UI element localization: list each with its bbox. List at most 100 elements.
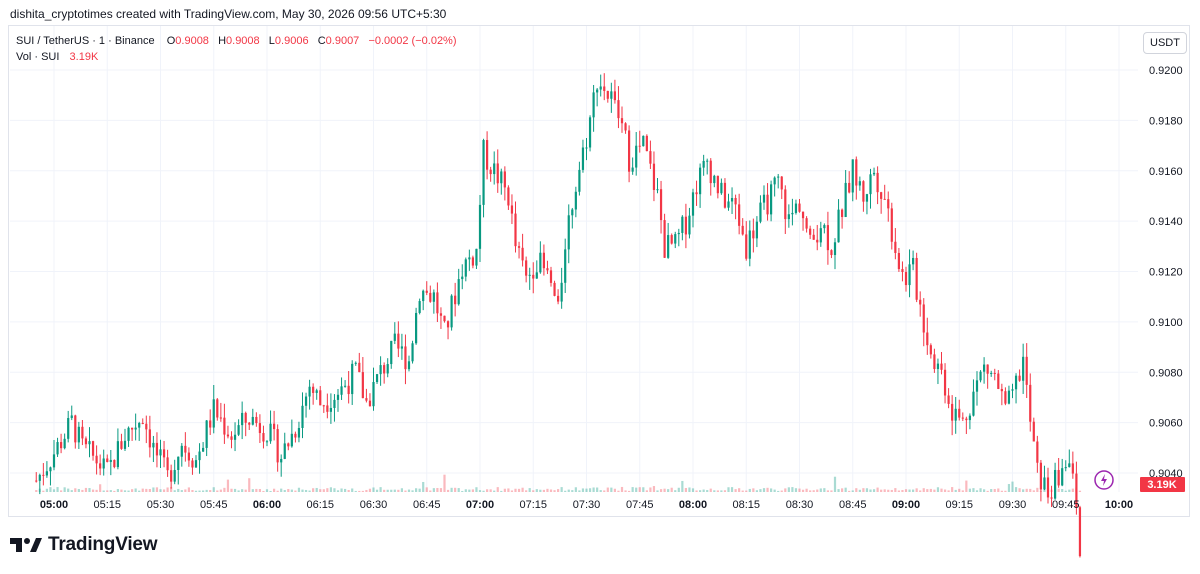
volume-bar	[116, 489, 120, 492]
candle-body	[67, 418, 70, 439]
volume-bar	[358, 490, 361, 492]
candle-body	[769, 184, 773, 215]
volume-bar	[972, 488, 975, 492]
candle-body	[450, 295, 453, 328]
volume-bar	[532, 490, 535, 492]
volume-bar	[674, 490, 677, 492]
candle-body	[397, 333, 400, 349]
volume-label[interactable]: Vol · SUI	[16, 51, 60, 63]
volume-bar	[233, 488, 237, 492]
candle-body	[1046, 477, 1050, 498]
candle-body	[361, 372, 364, 399]
volume-bar	[70, 490, 73, 492]
volume-bar	[826, 490, 830, 492]
candle-body	[993, 372, 996, 374]
candle-body	[727, 201, 730, 208]
volume-bar	[823, 488, 826, 492]
candle-body	[975, 380, 979, 392]
candle-body	[347, 385, 350, 395]
volume-bar	[429, 490, 432, 492]
candle-body	[535, 272, 538, 279]
volume-bar	[890, 489, 893, 492]
candle-body	[106, 458, 109, 463]
candle-body	[1025, 356, 1028, 385]
volume-bar	[1061, 489, 1064, 492]
candle-body	[38, 474, 41, 481]
volume-bar	[539, 489, 542, 492]
candle-body	[890, 208, 893, 242]
candle-body	[777, 176, 780, 178]
grid-lines	[10, 26, 1138, 492]
volume-bar	[965, 480, 968, 492]
candle-body	[155, 442, 159, 456]
candle-body	[464, 259, 467, 277]
candle-body	[592, 92, 595, 118]
volume-bar	[297, 487, 301, 492]
volume-bar	[851, 490, 854, 492]
candle-body	[315, 390, 318, 393]
candle-body	[826, 225, 830, 251]
currency-button[interactable]: USDT	[1143, 32, 1187, 54]
candle-body	[368, 400, 372, 407]
volume-bar	[248, 478, 251, 492]
symbol-label[interactable]: SUI / TetherUS · 1 · Binance	[16, 35, 155, 47]
candle-body	[386, 364, 389, 374]
volume-bar	[265, 489, 269, 492]
candle-body	[319, 390, 322, 406]
candle-body	[588, 117, 592, 148]
volume-bar	[482, 490, 485, 492]
candle-body	[578, 169, 581, 192]
candle-body	[496, 163, 499, 184]
candle-body	[170, 470, 173, 482]
candle-body	[876, 172, 879, 193]
candle-body	[485, 140, 489, 170]
candle-body	[70, 415, 73, 419]
candle-body	[933, 354, 936, 370]
last-volume-badge	[1140, 477, 1185, 492]
candle-body	[1068, 463, 1071, 468]
candle-body	[1050, 497, 1053, 499]
volume-bar	[549, 489, 553, 492]
candle-body	[1043, 477, 1046, 490]
volume-bar	[88, 488, 91, 492]
candle-body	[919, 299, 922, 305]
candle-body	[134, 427, 137, 430]
volume-bar	[155, 487, 159, 492]
volume-bar	[837, 489, 840, 492]
candle-body	[862, 181, 865, 202]
time-tick-label: 05:45	[200, 499, 228, 511]
candle-body	[478, 204, 482, 249]
candle-body	[809, 228, 812, 235]
candle-body	[695, 192, 698, 195]
candle-body	[422, 290, 425, 302]
volume-bar	[372, 487, 375, 492]
candle-body	[191, 460, 194, 468]
candle-body	[212, 399, 215, 428]
candle-body	[123, 440, 127, 449]
volume-bar	[322, 489, 325, 492]
volume-bar	[272, 488, 276, 492]
volume-bar	[819, 488, 822, 492]
candle-body	[684, 216, 688, 235]
low-value: 0.9006	[274, 35, 309, 47]
volume-bar	[173, 490, 176, 492]
candle-body	[304, 396, 308, 406]
volume-bar	[404, 490, 407, 492]
volume-bar	[791, 487, 794, 492]
volume-bar	[1000, 490, 1003, 492]
candle-body	[762, 194, 766, 203]
volume-bar	[581, 488, 585, 492]
candle-body	[237, 425, 240, 435]
candle-body	[674, 234, 677, 244]
volume-bar	[219, 489, 222, 492]
volume-bar	[241, 489, 244, 492]
candle-body	[130, 427, 134, 430]
candle-body	[638, 145, 641, 147]
candle-body	[404, 346, 407, 370]
volume-bar	[553, 490, 556, 492]
volume-bar	[258, 489, 262, 492]
volume-bar	[677, 487, 680, 492]
chart-credit-header: dishita_cryptotimes created with Trading…	[10, 7, 447, 21]
candle-body	[798, 203, 801, 212]
